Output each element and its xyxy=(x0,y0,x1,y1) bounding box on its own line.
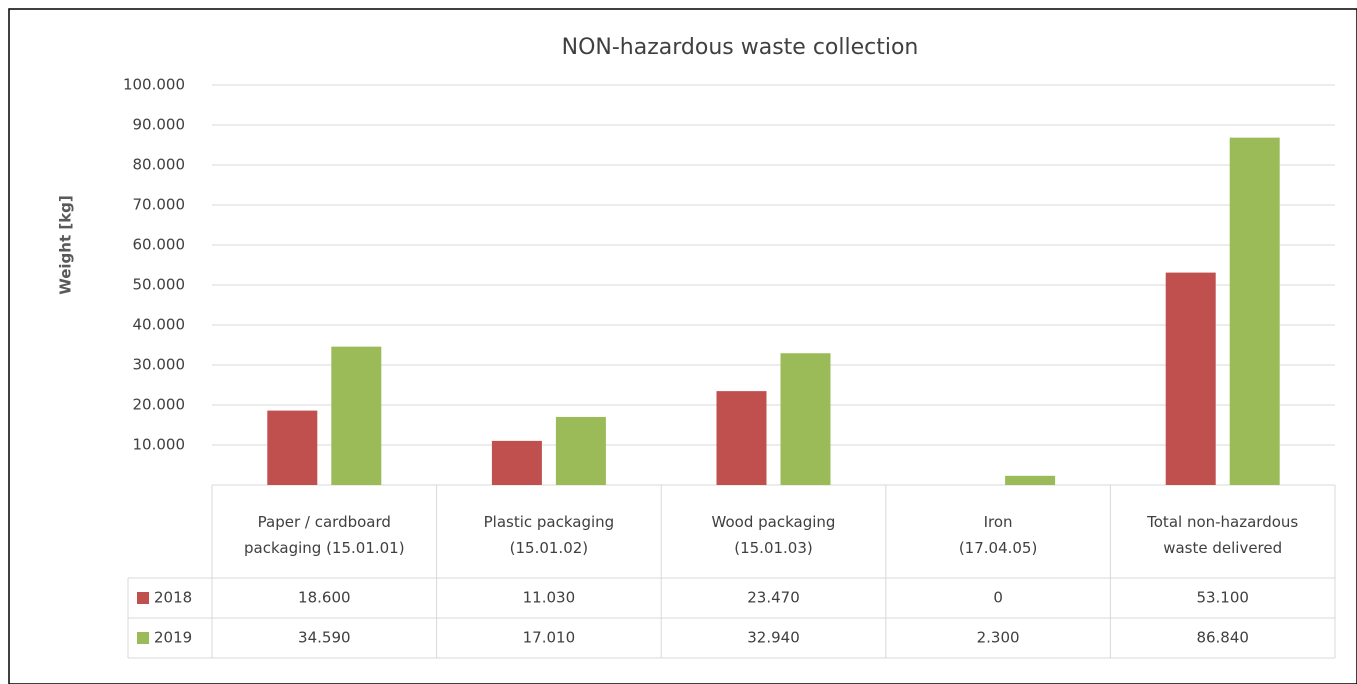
table-value: 86.840 xyxy=(1196,629,1249,647)
chart-title: NON-hazardous waste collection xyxy=(562,35,919,60)
category-label: Plastic packaging (15.01.02) xyxy=(484,513,615,557)
category-label: Paper / cardboard packaging (15.01.01) xyxy=(244,513,405,557)
legend-label: 2019 xyxy=(154,629,192,647)
bar xyxy=(491,440,542,485)
bar xyxy=(1229,137,1280,485)
legend-label: 2018 xyxy=(154,589,192,607)
bar xyxy=(267,410,318,485)
bar xyxy=(555,416,606,485)
chart-border xyxy=(8,8,1357,684)
bar xyxy=(1165,272,1216,485)
bar xyxy=(331,346,382,485)
legend-swatch xyxy=(137,592,149,604)
bar xyxy=(1005,475,1056,485)
legend-swatch xyxy=(137,632,149,644)
table-value: 0 xyxy=(993,589,1003,607)
category-label: Iron (17.04.05) xyxy=(959,513,1038,557)
bar xyxy=(716,391,767,485)
table-value: 2.300 xyxy=(977,629,1020,647)
table-value: 17.010 xyxy=(523,629,576,647)
y-tick-label: 80.000 xyxy=(133,156,186,174)
category-label: Total non-hazardous waste delivered xyxy=(1146,513,1298,557)
y-tick-label: 10.000 xyxy=(133,436,186,454)
table-value: 32.940 xyxy=(747,629,800,647)
y-tick-label: 90.000 xyxy=(133,116,186,134)
y-tick-label: 30.000 xyxy=(133,356,186,374)
y-tick-label: 60.000 xyxy=(133,236,186,254)
table-value: 34.590 xyxy=(298,629,351,647)
y-tick-label: 40.000 xyxy=(133,316,186,334)
table-value: 11.030 xyxy=(523,589,576,607)
y-tick-label: 50.000 xyxy=(133,276,186,294)
table-value: 53.100 xyxy=(1196,589,1249,607)
bar xyxy=(780,353,831,485)
y-tick-label: 20.000 xyxy=(133,396,186,414)
y-tick-label: 100.000 xyxy=(123,76,185,94)
y-tick-label: 70.000 xyxy=(133,196,186,214)
table-value: 18.600 xyxy=(298,589,351,607)
table-value: 23.470 xyxy=(747,589,800,607)
y-axis-label: Weight [kg] xyxy=(57,195,75,295)
category-label: Wood packaging (15.01.03) xyxy=(712,513,836,557)
